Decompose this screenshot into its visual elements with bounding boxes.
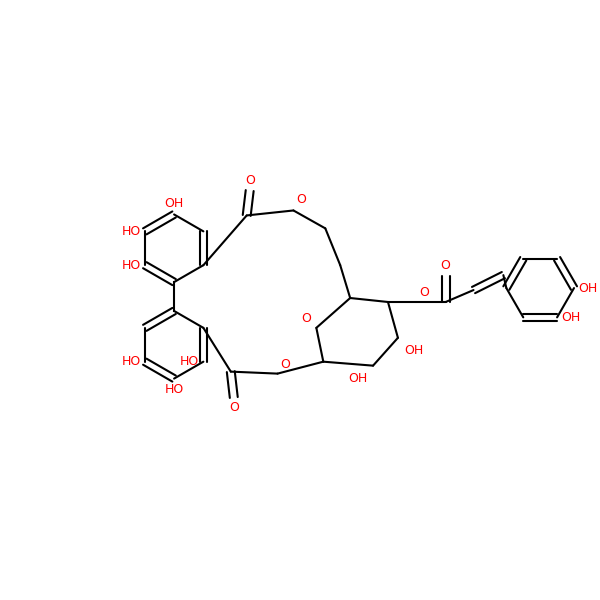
Text: O: O [301, 312, 311, 325]
Text: OH: OH [561, 311, 580, 324]
Text: HO: HO [164, 383, 184, 395]
Text: OH: OH [164, 197, 184, 211]
Text: O: O [281, 358, 290, 371]
Text: O: O [229, 401, 239, 415]
Text: O: O [419, 286, 428, 299]
Text: O: O [296, 193, 307, 206]
Text: HO: HO [122, 259, 141, 272]
Text: HO: HO [180, 355, 199, 368]
Text: OH: OH [404, 344, 423, 357]
Text: HO: HO [122, 355, 141, 368]
Text: O: O [245, 173, 254, 187]
Text: OH: OH [348, 371, 367, 385]
Text: OH: OH [578, 281, 597, 295]
Text: O: O [441, 259, 451, 272]
Text: HO: HO [122, 225, 141, 238]
